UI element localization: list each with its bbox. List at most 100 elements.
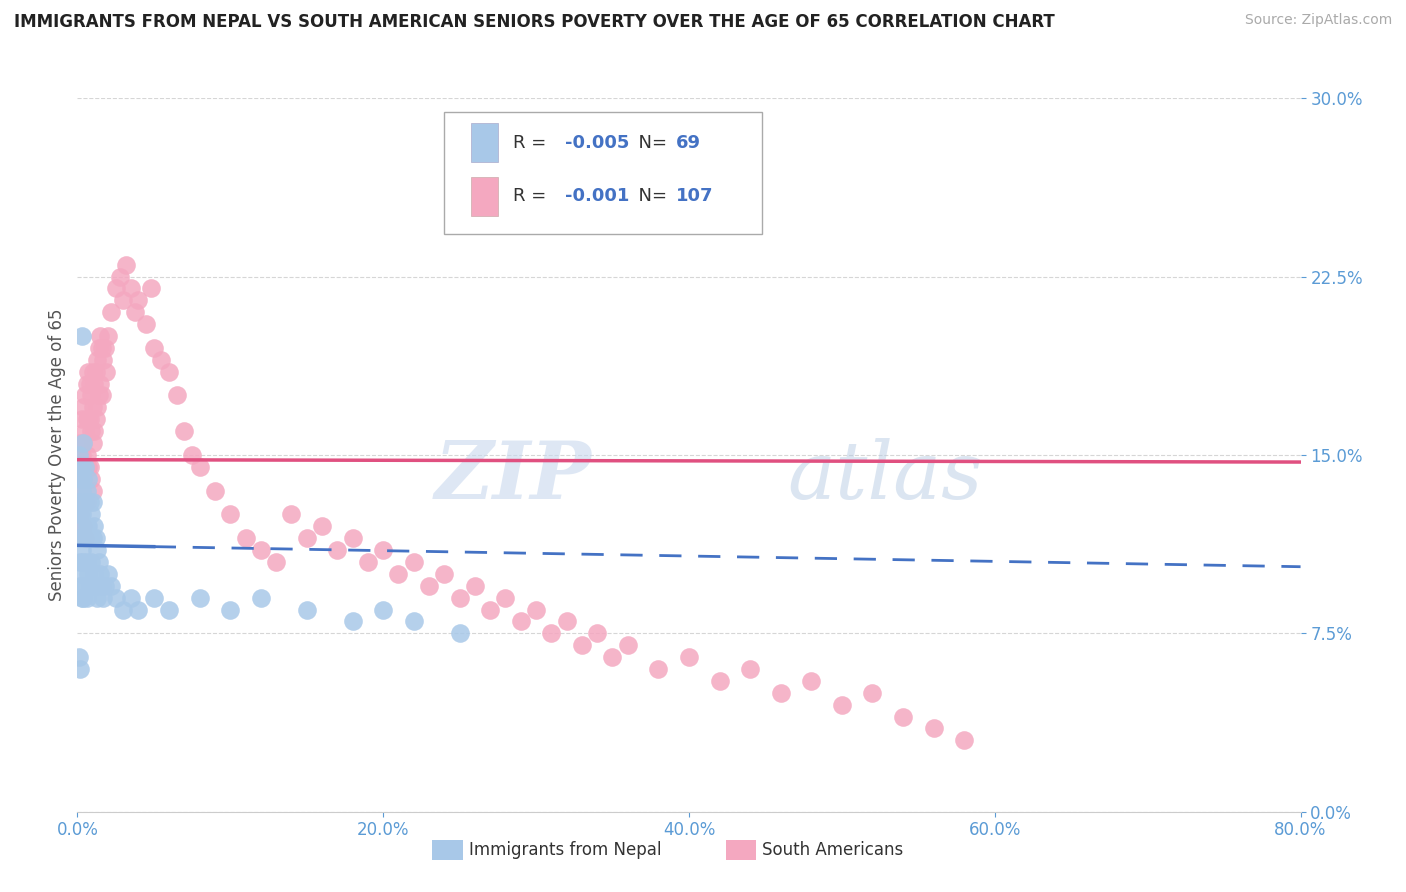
Point: [84, 531, 107, 545]
Point: [67, 531, 90, 545]
Point: [86, 352, 108, 367]
Point: [124, 305, 146, 319]
Point: [82, 495, 104, 509]
Point: [82, 401, 104, 415]
Point: [83, 566, 105, 581]
Point: [91, 591, 114, 605]
Point: [524, 602, 547, 616]
Point: [84, 579, 107, 593]
Point: [86, 591, 108, 605]
Point: [135, 317, 157, 331]
Point: [953, 733, 976, 747]
Point: [73, 388, 96, 402]
Point: [449, 591, 471, 605]
Text: R =: R =: [513, 134, 551, 152]
Point: [76, 555, 98, 569]
Point: [86, 401, 108, 415]
Point: [586, 626, 609, 640]
Point: [617, 638, 640, 652]
Point: [831, 698, 853, 712]
Point: [89, 566, 111, 581]
Point: [83, 424, 105, 438]
Point: [87, 388, 110, 402]
Point: [188, 591, 211, 605]
Point: [166, 388, 188, 402]
Point: [72, 472, 94, 486]
Text: N=: N=: [627, 134, 672, 152]
Point: [67, 459, 90, 474]
Point: [79, 495, 101, 509]
Point: [67, 495, 90, 509]
Point: [76, 495, 98, 509]
Point: [69, 662, 91, 676]
Point: [70, 329, 93, 343]
Point: [82, 579, 104, 593]
Point: [97, 566, 120, 581]
FancyBboxPatch shape: [444, 112, 762, 234]
Point: [72, 472, 94, 486]
Point: [235, 531, 257, 545]
Point: [83, 519, 105, 533]
Point: [402, 555, 425, 569]
Point: [90, 341, 112, 355]
Point: [104, 591, 127, 605]
Point: [73, 579, 96, 593]
Point: [73, 459, 96, 474]
Point: [84, 412, 107, 426]
Point: [115, 258, 138, 272]
Point: [70, 483, 93, 498]
Point: [90, 388, 112, 402]
FancyBboxPatch shape: [725, 839, 756, 860]
Point: [70, 448, 93, 462]
FancyBboxPatch shape: [471, 123, 498, 162]
Y-axis label: Seniors Poverty Over the Age of 65: Seniors Poverty Over the Age of 65: [48, 309, 66, 601]
Point: [142, 341, 165, 355]
Point: [100, 579, 122, 593]
Point: [69, 436, 91, 450]
Text: Source: ZipAtlas.com: Source: ZipAtlas.com: [1244, 13, 1392, 28]
Point: [79, 579, 101, 593]
Point: [73, 531, 96, 545]
Point: [77, 519, 100, 533]
Point: [76, 519, 98, 533]
Point: [73, 531, 96, 545]
Point: [79, 412, 101, 426]
Point: [80, 388, 103, 402]
Point: [67, 495, 90, 509]
Point: [449, 626, 471, 640]
Point: [97, 329, 120, 343]
Text: 107: 107: [675, 187, 713, 205]
Text: South Americans: South Americans: [762, 840, 904, 858]
Point: [326, 543, 349, 558]
Point: [70, 459, 93, 474]
Point: [87, 341, 110, 355]
Point: [769, 686, 792, 700]
Point: [120, 591, 142, 605]
Text: -0.001: -0.001: [565, 187, 630, 205]
Point: [387, 566, 409, 581]
Point: [76, 448, 98, 462]
Point: [82, 436, 104, 450]
Point: [70, 483, 93, 498]
Point: [540, 626, 562, 640]
Point: [357, 555, 380, 569]
Point: [264, 555, 287, 569]
Point: [295, 602, 318, 616]
Point: [157, 365, 180, 379]
Point: [79, 531, 101, 545]
Text: atlas: atlas: [787, 438, 983, 515]
Point: [70, 519, 93, 533]
Point: [862, 686, 884, 700]
Point: [82, 483, 104, 498]
Point: [82, 365, 104, 379]
Point: [922, 722, 945, 736]
Text: 69: 69: [675, 134, 700, 152]
Point: [104, 281, 127, 295]
Point: [69, 472, 91, 486]
Point: [77, 412, 100, 426]
Point: [181, 448, 204, 462]
Point: [418, 579, 440, 593]
Point: [79, 376, 101, 391]
Point: [80, 555, 103, 569]
Point: [69, 472, 91, 486]
